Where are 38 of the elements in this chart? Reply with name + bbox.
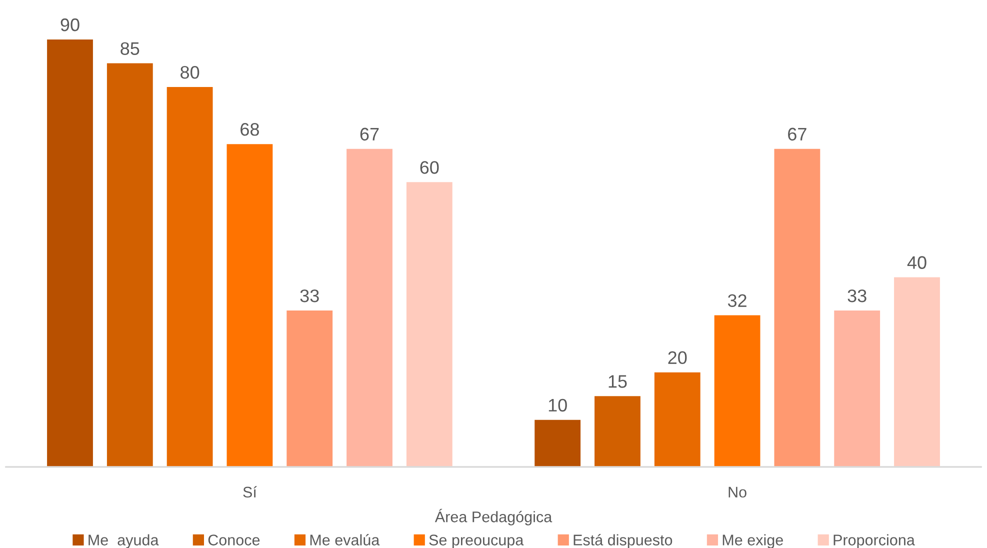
data-label: 10 [548, 398, 567, 412]
bar [773, 148, 822, 467]
data-label: 15 [608, 375, 627, 388]
legend-label: Proporciona [834, 534, 915, 548]
bar [106, 62, 154, 467]
legend-label: Se preoucupa [429, 534, 524, 548]
bar [653, 371, 702, 467]
x-axis-title: Área Pedagógica [434, 508, 552, 526]
data-label: 67 [360, 128, 379, 141]
data-label: 33 [300, 289, 319, 302]
bar [345, 148, 394, 467]
legend-label: Conoce [208, 534, 260, 546]
x-tick-label: Sí [243, 486, 257, 498]
bar [226, 142, 274, 467]
data-label: 33 [848, 289, 866, 302]
x-tick-label: No [728, 486, 746, 498]
bar [46, 38, 94, 467]
data-label: 90 [60, 18, 80, 32]
bar [593, 395, 642, 467]
legend-label: Me evalúa [310, 534, 380, 546]
data-label: 67 [788, 128, 806, 141]
legend-label: Me ayuda [88, 534, 159, 548]
bar [534, 418, 582, 467]
legend-label: Me exige [722, 534, 783, 548]
bar [405, 181, 454, 467]
data-label: 20 [668, 351, 687, 364]
legend-label: Está dispuesto [574, 534, 672, 548]
data-label: 68 [240, 123, 259, 136]
data-label: 85 [120, 42, 140, 55]
bar [166, 86, 214, 467]
data-label: 40 [907, 256, 926, 269]
data-label: 80 [180, 66, 200, 79]
bar [833, 309, 882, 467]
data-label: 32 [728, 294, 746, 307]
data-label: 60 [420, 161, 439, 174]
bar [286, 309, 334, 467]
bar [892, 276, 942, 467]
bar [713, 314, 762, 467]
